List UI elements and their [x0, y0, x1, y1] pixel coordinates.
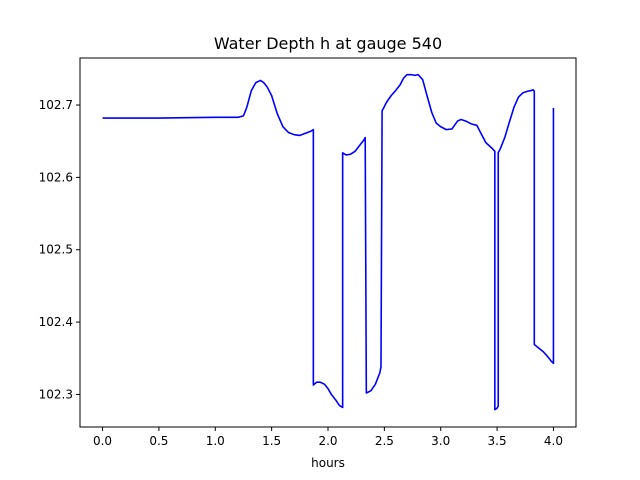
x-tick-label: 4.0 — [544, 434, 563, 448]
y-axis: 102.3 102.4 102.5 102.6 102.7 — [39, 98, 80, 401]
x-axis-label: hours — [311, 456, 345, 470]
y-tick-label: 102.3 — [39, 387, 73, 401]
x-tick-label: 2.0 — [318, 434, 337, 448]
x-tick-label: 2.5 — [375, 434, 394, 448]
x-tick-label: 3.0 — [431, 434, 450, 448]
y-tick-label: 102.4 — [39, 315, 73, 329]
x-tick-label: 3.5 — [488, 434, 507, 448]
plot-area — [79, 57, 577, 428]
x-tick-label: 1.5 — [262, 434, 281, 448]
x-tick-label: 0.5 — [149, 434, 168, 448]
chart-title: Water Depth h at gauge 540 — [214, 34, 442, 53]
y-tick-label: 102.7 — [39, 98, 73, 112]
y-tick-label: 102.6 — [39, 170, 73, 184]
plot-frame — [79, 57, 577, 428]
x-tick-label: 0.0 — [93, 434, 112, 448]
x-tick-label: 1.0 — [206, 434, 225, 448]
x-axis: 0.0 0.5 1.0 1.5 2.0 2.5 3.0 3.5 4.0 — [93, 427, 563, 448]
y-tick-label: 102.5 — [39, 243, 73, 257]
series-line-water-depth — [102, 73, 555, 411]
